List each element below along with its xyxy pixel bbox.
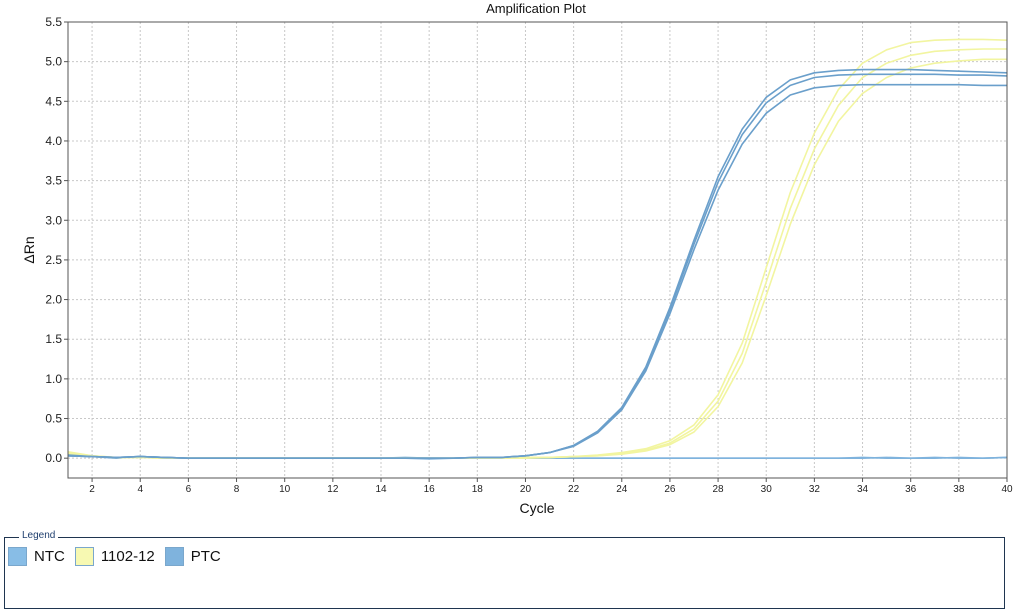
y-tick-label: 1.5 [45, 332, 62, 346]
series-line-ptc-6 [67, 73, 1008, 460]
x-tick-label: 36 [905, 484, 917, 495]
x-tick-label: 40 [1001, 484, 1013, 495]
y-tick-label: 4.5 [45, 94, 62, 108]
x-tick-label: 14 [375, 484, 387, 495]
x-tick-label: 16 [424, 484, 436, 495]
legend-caption: Legend [19, 530, 59, 541]
legend-label-ptc: PTC [190, 548, 221, 565]
x-tick-label: 28 [713, 484, 725, 495]
x-tick-label: 24 [616, 484, 628, 495]
legend-item-ntc[interactable]: NTC [8, 547, 65, 566]
legend-swatch-ntc [8, 547, 27, 566]
x-tick-label: 4 [137, 484, 143, 495]
series-line-1102-12-3 [67, 48, 1007, 460]
x-tick-label: 12 [327, 484, 339, 495]
y-tick-label: 5.0 [45, 55, 62, 69]
x-tick-label: 32 [809, 484, 821, 495]
x-tick-label: 8 [234, 484, 240, 495]
y-tick-label: 4.0 [45, 134, 62, 148]
legend-item-ptc[interactable]: PTC [164, 547, 221, 566]
legend-items: NTC 1102-12 PTC [8, 547, 231, 566]
x-tick-label: 18 [472, 484, 484, 495]
y-tick-label: 2.0 [45, 293, 62, 307]
y-tick-label: 0.0 [45, 451, 62, 465]
y-axis-ticks: 0.0 0.5 1.0 1.5 2.0 2.5 3.0 3.5 4.0 4.5 5.0 5.5 [45, 15, 68, 465]
legend-label-ntc: NTC [34, 548, 65, 565]
legend-label-1102-12: 1102-12 [100, 548, 155, 565]
y-tick-label: 0.5 [45, 412, 62, 426]
series-lines [67, 38, 1008, 460]
series-line-1102-12-4 [67, 58, 1007, 460]
x-tick-label: 6 [186, 484, 192, 495]
series-line-ptc-5 [67, 68, 1008, 460]
y-tick-label: 3.5 [45, 174, 62, 188]
x-tick-label: 26 [664, 484, 676, 495]
legend-swatch-ptc [164, 547, 184, 566]
x-tick-label: 30 [761, 484, 773, 495]
legend-item-1102-12[interactable]: 1102-12 [74, 547, 155, 566]
legend-box: Legend NTC 1102-12 PTC [4, 530, 1005, 609]
legend-swatch-1102-12 [74, 547, 94, 566]
x-tick-label: 10 [279, 484, 291, 495]
series-line-1102-12-2 [67, 38, 1008, 460]
x-tick-label: 2 [89, 484, 95, 495]
amplification-plot: Amplification Plot 2 4 6 8 10 12 14 16 18 20 22 24 2… [21, 1, 1013, 516]
x-tick-label: 20 [520, 484, 532, 495]
plot-frame [67, 21, 1008, 479]
x-axis-ticks: 2 4 6 8 10 12 14 16 18 20 22 24 26 28 30 32 34 36 38 40 [89, 478, 1013, 495]
chart-title: Amplification Plot [486, 1, 586, 16]
y-tick-label: 1.0 [45, 372, 62, 386]
y-tick-label: 3.0 [45, 213, 62, 227]
x-tick-label: 22 [568, 484, 580, 495]
x-axis-label: Cycle [519, 500, 554, 516]
x-tick-label: 38 [953, 484, 965, 495]
y-axis-label: ΔRn [21, 236, 37, 263]
series-line-ptc-7 [67, 83, 1007, 460]
x-tick-label: 34 [857, 484, 869, 495]
y-tick-label: 5.5 [45, 15, 62, 29]
y-tick-label: 2.5 [45, 253, 62, 267]
